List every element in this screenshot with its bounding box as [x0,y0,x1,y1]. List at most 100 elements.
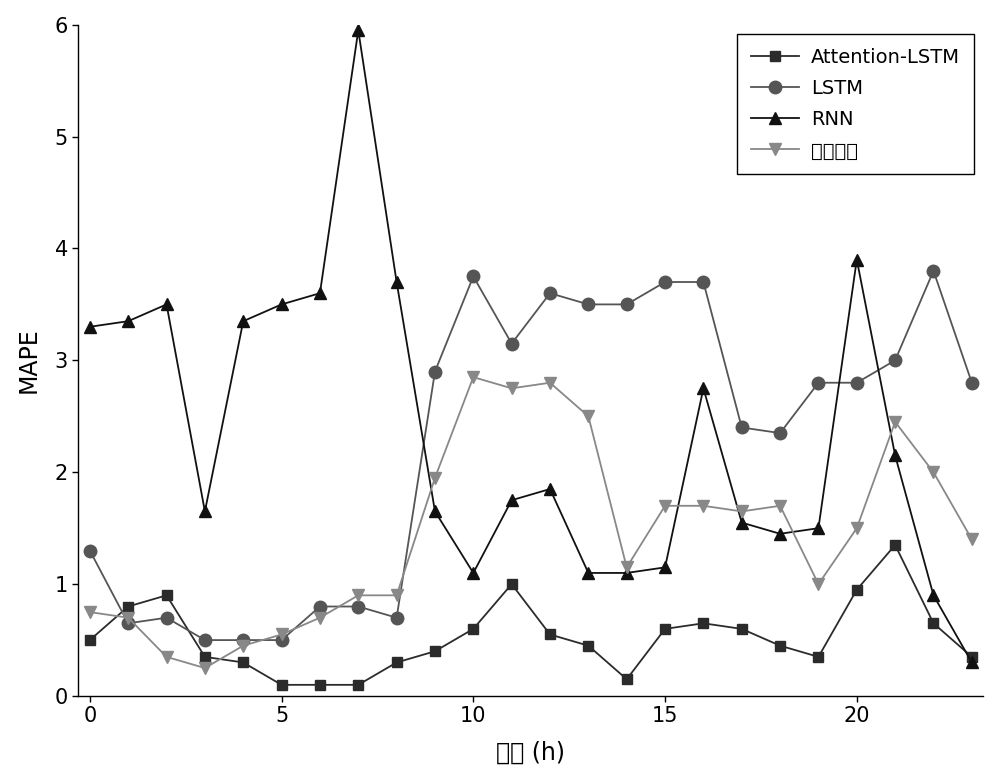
LSTM [237,636,249,645]
LSTM [122,619,134,628]
随机森林 [429,473,441,483]
Attention-LSTM [84,636,96,645]
随机森林 [199,663,211,672]
随机森林 [774,501,786,511]
LSTM [352,602,364,612]
RNN [697,383,709,393]
RNN [467,569,479,578]
随机森林 [161,652,173,662]
RNN [237,316,249,326]
LSTM [199,636,211,645]
Line: LSTM: LSTM [84,265,978,647]
随机森林 [966,535,978,544]
Attention-LSTM [659,624,671,633]
LSTM [736,423,748,432]
LSTM [429,367,441,376]
Attention-LSTM [736,624,748,633]
RNN [774,529,786,538]
随机森林 [276,629,288,639]
LSTM [697,277,709,287]
Line: 随机森林: 随机森林 [84,371,978,674]
LSTM [314,602,326,612]
RNN [276,300,288,309]
RNN [621,569,633,578]
Attention-LSTM [889,540,901,550]
随机森林 [621,562,633,572]
LSTM [467,272,479,281]
RNN [812,523,824,533]
随机森林 [582,412,594,421]
Y-axis label: MAPE: MAPE [17,327,41,393]
RNN [582,569,594,578]
随机森林 [84,608,96,617]
RNN [889,451,901,460]
RNN [927,590,939,600]
Attention-LSTM [851,585,863,594]
Attention-LSTM [506,580,518,589]
LSTM [582,300,594,309]
LSTM [851,378,863,387]
Attention-LSTM [621,675,633,684]
Attention-LSTM [161,590,173,600]
RNN [851,255,863,264]
Attention-LSTM [391,658,403,667]
LSTM [966,378,978,387]
Line: RNN: RNN [84,24,978,669]
Attention-LSTM [774,641,786,651]
RNN [84,322,96,331]
LSTM [276,636,288,645]
Attention-LSTM [697,619,709,628]
随机森林 [812,580,824,589]
LSTM [506,339,518,348]
LSTM [391,613,403,622]
Attention-LSTM [966,652,978,662]
RNN [314,288,326,298]
LSTM [927,266,939,276]
随机森林 [506,383,518,393]
RNN [161,300,173,309]
随机森林 [391,590,403,600]
Line: Attention-LSTM: Attention-LSTM [85,540,977,690]
随机森林 [697,501,709,511]
Attention-LSTM [199,652,211,662]
随机森林 [467,373,479,382]
RNN [429,507,441,516]
随机森林 [889,417,901,426]
随机森林 [659,501,671,511]
LSTM [659,277,671,287]
RNN [506,495,518,505]
随机森林 [851,523,863,533]
Attention-LSTM [276,680,288,690]
RNN [391,277,403,287]
Attention-LSTM [927,619,939,628]
随机森林 [352,590,364,600]
Attention-LSTM [812,652,824,662]
RNN [352,26,364,35]
随机森林 [122,613,134,622]
随机森林 [927,468,939,477]
Attention-LSTM [352,680,364,690]
LSTM [889,355,901,365]
RNN [199,507,211,516]
LSTM [774,429,786,438]
随机森林 [544,378,556,387]
RNN [659,562,671,572]
Attention-LSTM [314,680,326,690]
LSTM [84,546,96,555]
Attention-LSTM [467,624,479,633]
LSTM [621,300,633,309]
Attention-LSTM [582,641,594,651]
随机森林 [314,613,326,622]
LSTM [544,288,556,298]
X-axis label: 时间 (h): 时间 (h) [496,740,565,765]
Legend: Attention-LSTM, LSTM, RNN, 随机森林: Attention-LSTM, LSTM, RNN, 随机森林 [737,34,974,174]
Attention-LSTM [429,647,441,656]
随机森林 [736,507,748,516]
LSTM [161,613,173,622]
RNN [736,518,748,527]
随机森林 [237,641,249,651]
Attention-LSTM [237,658,249,667]
Attention-LSTM [122,602,134,612]
RNN [544,484,556,494]
LSTM [812,378,824,387]
